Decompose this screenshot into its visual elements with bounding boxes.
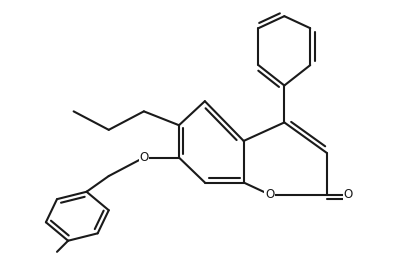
Text: O: O	[344, 188, 353, 201]
Text: O: O	[139, 151, 149, 164]
Text: O: O	[265, 188, 274, 201]
